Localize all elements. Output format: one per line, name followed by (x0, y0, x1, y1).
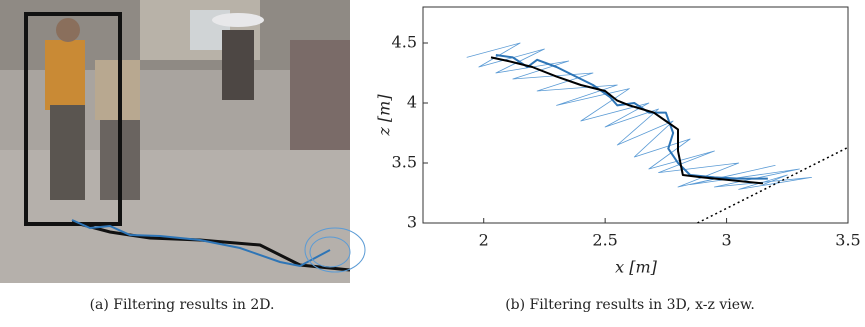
x-axis-label: x [m] (615, 258, 658, 277)
y-tick-label: 3 (407, 213, 417, 232)
x-tick-label: 2.5 (592, 231, 617, 250)
x-tick-label: 2 (479, 231, 489, 250)
caption: (b) Filtering results in 3D, x-z view. (505, 297, 755, 313)
x-tick-label: 3 (721, 231, 731, 250)
y-axis-label: z [m] (375, 94, 394, 137)
x-tick-label: 3.5 (835, 231, 860, 250)
caption: (a) Filtering results in 2D. (90, 297, 275, 313)
line (697, 146, 848, 223)
photo (0, 0, 366, 283)
line (490, 56, 764, 185)
line (466, 42, 812, 190)
y-tick-label: 3.5 (392, 153, 417, 172)
y-tick-label: 4 (407, 93, 417, 112)
y-tick-label: 4.5 (392, 33, 417, 52)
plot-frame (422, 6, 849, 224)
plot-area (466, 42, 848, 223)
